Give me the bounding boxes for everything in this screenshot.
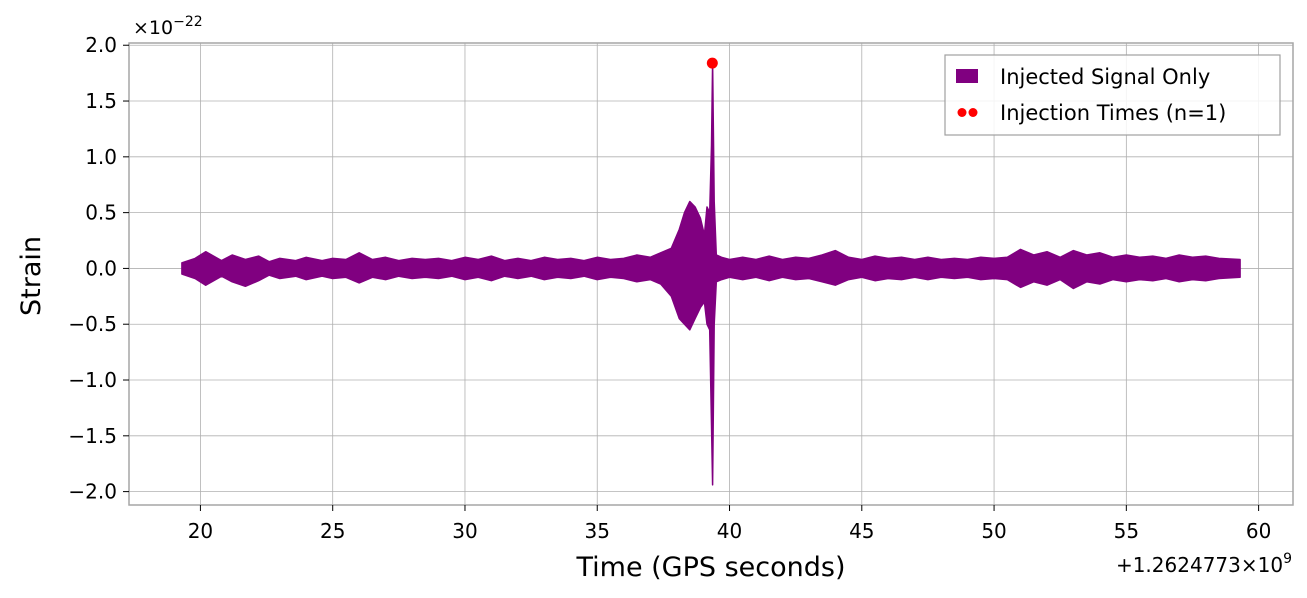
injection-time-point bbox=[706, 57, 718, 69]
legend-marker-injection-1 bbox=[957, 108, 967, 117]
y-tick-label: −1.5 bbox=[68, 424, 117, 448]
x-tick-label: 25 bbox=[320, 519, 345, 543]
x-tick-label: 30 bbox=[452, 519, 477, 543]
legend-swatch-signal bbox=[956, 69, 978, 83]
x-axis-label: Time (GPS seconds) bbox=[575, 552, 845, 583]
plot-series bbox=[181, 57, 1241, 486]
plot-frame bbox=[128, 42, 1294, 506]
legend-frame bbox=[944, 54, 1281, 136]
x-tick-label: 35 bbox=[585, 519, 610, 543]
x-tick-label: 45 bbox=[849, 519, 874, 543]
y-scale-label: ×10−22 bbox=[133, 14, 203, 39]
y-tick-label: 1.5 bbox=[85, 89, 117, 113]
x-tick-label: 20 bbox=[188, 519, 213, 543]
x-tick-label: 50 bbox=[981, 519, 1006, 543]
signal-strain-series bbox=[181, 62, 1241, 486]
y-tick-label: −0.5 bbox=[68, 312, 117, 336]
x-tick-label: 60 bbox=[1246, 519, 1271, 543]
y-tick-label: 0.0 bbox=[85, 256, 117, 280]
x-tick-label: 55 bbox=[1114, 519, 1139, 543]
legend-label-injection: Injection Times (n=1) bbox=[1000, 101, 1226, 125]
y-tick-label: 1.0 bbox=[85, 145, 117, 169]
y-tick-label: −1.0 bbox=[68, 368, 117, 392]
y-axis-label: Strain bbox=[16, 236, 47, 316]
legend-label-signal: Injected Signal Only bbox=[1000, 65, 1210, 89]
y-tick-label: 2.0 bbox=[85, 33, 117, 57]
axis-ticks: 20 25 30 35 40 45 50 55 60 2.0 1.5 1.0 0.5 0.0 −0.5 −1.… bbox=[68, 33, 1271, 543]
legend: Injected Signal Only Injection Times (n=… bbox=[944, 54, 1281, 136]
x-offset-label: +1.2624773×109 bbox=[1116, 551, 1292, 577]
x-tick-label: 40 bbox=[717, 519, 742, 543]
y-tick-label: 0.5 bbox=[85, 201, 117, 225]
legend-marker-injection-2 bbox=[968, 108, 978, 117]
y-tick-label: −2.0 bbox=[68, 480, 117, 504]
